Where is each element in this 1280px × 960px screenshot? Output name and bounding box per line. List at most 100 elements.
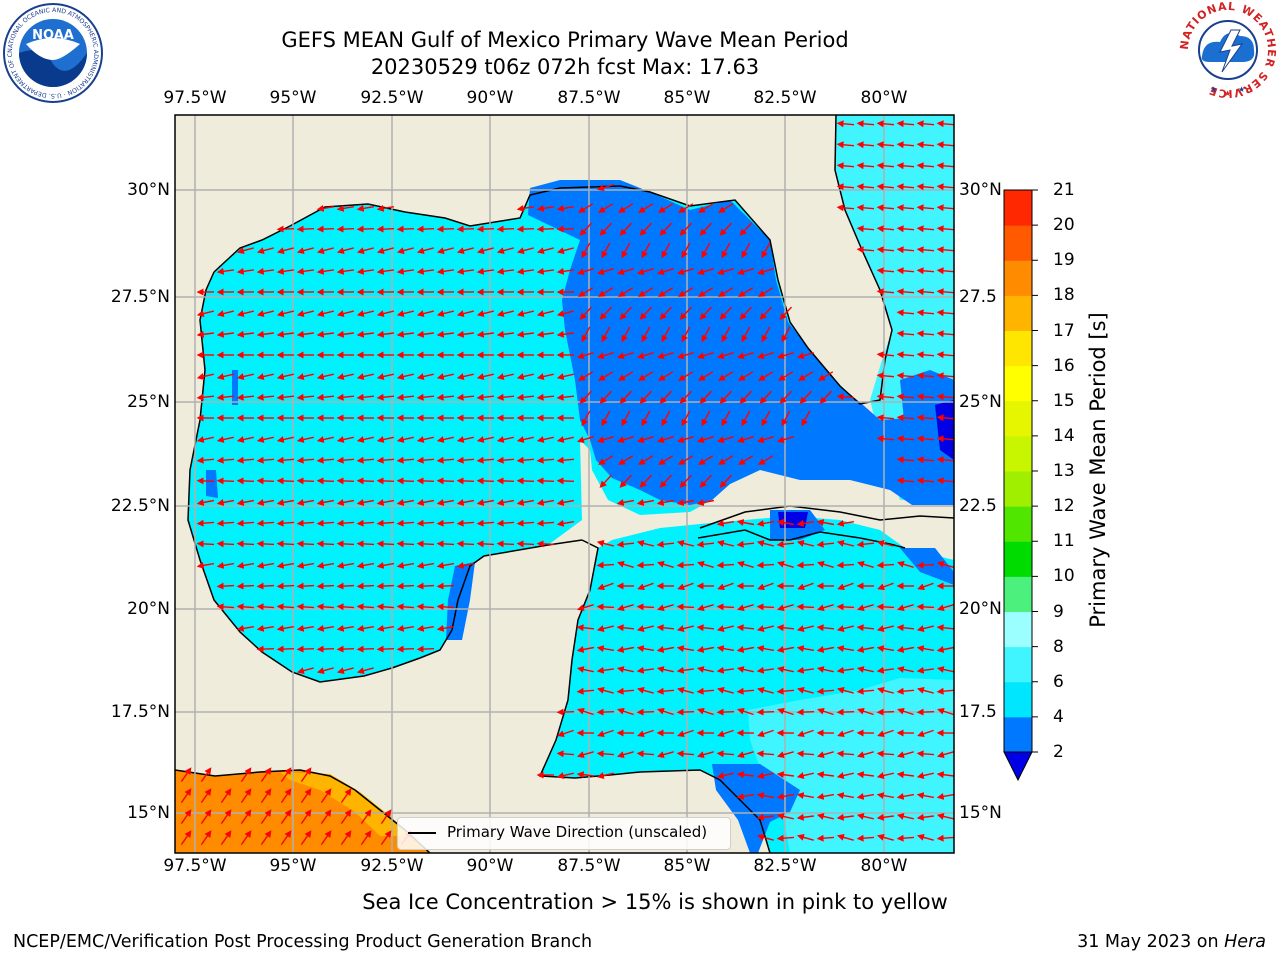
- wave-arrow: [756, 772, 774, 779]
- wave-arrow: [300, 788, 312, 804]
- colorbar-swatch: [1004, 611, 1032, 648]
- wave-arrow: [196, 561, 215, 569]
- wave-arrow: [698, 287, 714, 297]
- wave-arrow: [456, 561, 475, 569]
- wave-arrow: [659, 390, 673, 404]
- wave-arrow: [836, 540, 854, 547]
- wave-arrow: [296, 310, 314, 317]
- wave-arrow: [758, 371, 774, 381]
- wave-arrow: [716, 603, 735, 611]
- wave-arrow: [576, 268, 594, 276]
- wave-arrow: [876, 686, 894, 694]
- wave-arrow: [856, 204, 875, 212]
- wave-arrow: [639, 306, 653, 320]
- wave-arrow: [276, 247, 294, 255]
- svg-text:★: ★: [1210, 85, 1217, 94]
- wave-arrow: [716, 772, 734, 779]
- wave-arrow: [639, 390, 653, 404]
- wave-arrow: [180, 809, 192, 825]
- wave-arrow: [876, 833, 894, 841]
- wave-arrow: [476, 499, 495, 506]
- wave-arrow: [721, 326, 731, 343]
- wave-arrow: [681, 242, 691, 259]
- wave-arrow: [936, 183, 954, 191]
- wave-arrow: [196, 499, 215, 506]
- legend-line-swatch: [408, 832, 436, 834]
- wave-arrow: [456, 373, 474, 380]
- wave-arrow: [276, 582, 295, 590]
- lon-tick-top: 85°W: [663, 88, 711, 108]
- lat-tick-left: 15°N: [127, 803, 170, 823]
- wave-arrow: [596, 686, 614, 694]
- wave-arrow: [696, 352, 714, 360]
- wave-arrow: [376, 310, 394, 317]
- wave-arrow: [300, 830, 312, 846]
- wave-arrow: [876, 645, 895, 653]
- wave-arrow: [216, 330, 234, 338]
- wave-arrow: [936, 330, 954, 338]
- wave-arrow: [618, 371, 634, 381]
- wave-arrow: [719, 474, 733, 488]
- wave-arrow: [736, 268, 754, 276]
- colorbar-swatch: [1004, 225, 1032, 261]
- wave-arrow: [536, 519, 555, 527]
- noaa-logo: NATIONAL OCEANIC AND ATMOSPHERIC ADMINIS…: [2, 2, 103, 103]
- wave-arrow: [256, 519, 275, 527]
- wave-arrow: [416, 477, 435, 485]
- wave-arrow: [316, 267, 334, 275]
- wave-arrow: [896, 372, 915, 380]
- wave-arrow: [296, 540, 315, 548]
- wave-arrow: [376, 393, 395, 401]
- wave-arrow: [216, 373, 234, 380]
- wave-arrow: [781, 326, 791, 343]
- wave-arrow: [599, 222, 613, 236]
- lon-tick-bottom: 80°W: [860, 856, 908, 876]
- wave-arrow: [356, 624, 375, 632]
- wave-arrow: [758, 455, 774, 465]
- colorbar-tick-label: 20: [1053, 215, 1075, 236]
- wave-arrow: [856, 120, 875, 128]
- wave-arrow: [876, 267, 895, 275]
- wave-arrow: [796, 352, 814, 360]
- wave-arrow: [476, 225, 495, 233]
- wave-arrow: [816, 813, 834, 820]
- wave-arrow: [916, 477, 935, 485]
- wave-arrow: [216, 603, 235, 611]
- colorbar-tick-label: 8: [1053, 636, 1064, 657]
- wave-arrow: [636, 686, 654, 694]
- wave-arrow: [796, 603, 815, 611]
- wave-arrow: [801, 410, 811, 427]
- wave-arrow: [276, 645, 295, 653]
- wave-arrow: [721, 242, 731, 259]
- lat-tick-right: 15°N: [959, 803, 1002, 823]
- wave-arrow: [396, 540, 415, 548]
- wave-arrow: [916, 162, 935, 170]
- wave-arrow: [599, 474, 613, 488]
- wave-arrow: [216, 519, 235, 527]
- wave-arrow: [236, 310, 254, 317]
- wave-arrow: [738, 455, 754, 465]
- wave-arrow: [601, 242, 611, 259]
- lon-tick-top: 92.5°W: [360, 88, 424, 108]
- wave-arrow: [336, 477, 355, 485]
- wave-arrow: [396, 436, 414, 443]
- wave-arrow: [356, 436, 374, 443]
- wave-arrow: [636, 268, 654, 276]
- wave-arrow: [716, 686, 734, 694]
- wave-arrow: [676, 625, 694, 632]
- wave-arrow: [876, 288, 895, 296]
- wave-arrow: [316, 477, 335, 485]
- wave-arrow: [276, 267, 294, 275]
- wave-arrow: [256, 330, 274, 338]
- wave-arrow: [476, 373, 494, 380]
- wave-arrow: [896, 560, 914, 568]
- wave-arrow: [356, 267, 374, 275]
- wave-arrow: [779, 390, 793, 404]
- wave-arrow: [816, 771, 834, 779]
- wave-arrow: [436, 477, 455, 485]
- wave-arrow: [916, 414, 935, 422]
- lon-tick-bottom: 92.5°W: [360, 856, 424, 876]
- wave-arrow: [641, 242, 651, 259]
- wave-arrow: [476, 310, 494, 317]
- wave-arrow: [596, 666, 614, 674]
